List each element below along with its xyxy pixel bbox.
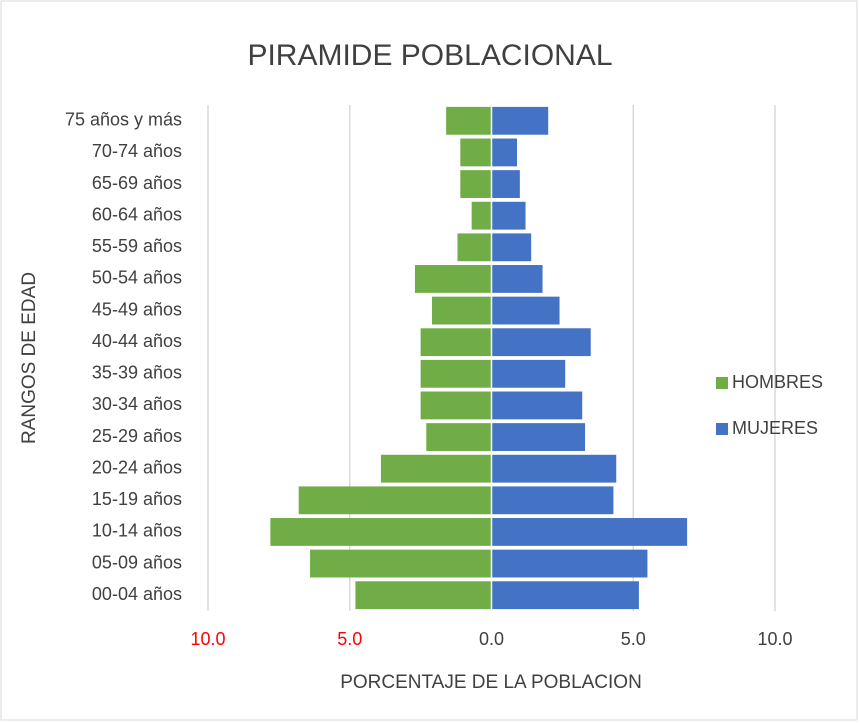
bar [380,454,492,483]
y-tick-label: 25-29 años [92,426,182,446]
y-tick-label: 20-24 años [92,457,182,477]
bar [270,518,492,546]
legend-swatch [716,377,728,389]
bar [460,170,492,198]
bar [298,486,492,515]
bar [457,233,492,262]
y-tick-label: 15-19 años [92,489,182,509]
y-tick-label: 05-09 años [92,552,182,572]
bar [491,423,586,451]
bar [431,296,492,325]
x-tick-label: 0.0 [479,629,504,649]
bar [446,106,492,135]
y-tick-label: 60-64 años [92,204,182,224]
x-axis-label: PORCENTAJE DE LA POBLACION [340,672,642,693]
x-tick-label: 5.0 [337,629,362,649]
y-tick-label: 45-49 años [92,299,182,319]
y-axis-label: RANGOS DE EDAD [19,272,40,444]
y-tick-label: 00-04 años [92,584,182,604]
bar [491,486,614,515]
bar [491,106,549,135]
chart-title: PIRAMIDE POBLACIONAL [247,39,612,72]
legend-swatch [716,423,728,435]
bar [491,581,639,610]
x-tick-label: 5.0 [621,629,646,649]
y-tick-label: 70-74 años [92,141,182,161]
y-tick-label: 65-69 años [92,173,182,193]
y-tick-label: 55-59 años [92,236,182,256]
bar [420,359,492,388]
bar [491,170,520,198]
bar [426,423,492,451]
bar [491,265,543,293]
bar [491,233,532,262]
bar [460,138,492,167]
bar [491,201,526,230]
bar [310,549,492,578]
bar [491,518,688,546]
bar [491,359,566,388]
bar [355,581,492,610]
bar [491,328,591,357]
bar [414,265,492,293]
legend-label: MUJERES [732,418,818,438]
bar [420,391,492,420]
y-tick-label: 50-54 años [92,268,182,288]
bar [491,391,583,420]
bar [471,201,492,230]
bar [491,296,560,325]
y-tick-label: 10-14 años [92,521,182,541]
y-tick-label: 40-44 años [92,331,182,351]
legend-label: HOMBRES [732,372,823,392]
bar [420,328,492,357]
bar [491,138,518,167]
y-tick-label: 30-34 años [92,394,182,414]
x-tick-label: 10.0 [757,629,792,649]
bar [491,549,648,578]
x-tick-label: 10.0 [190,629,225,649]
bar [491,454,617,483]
y-tick-label: 75 años y más [65,110,182,130]
y-tick-label: 35-39 años [92,363,182,383]
